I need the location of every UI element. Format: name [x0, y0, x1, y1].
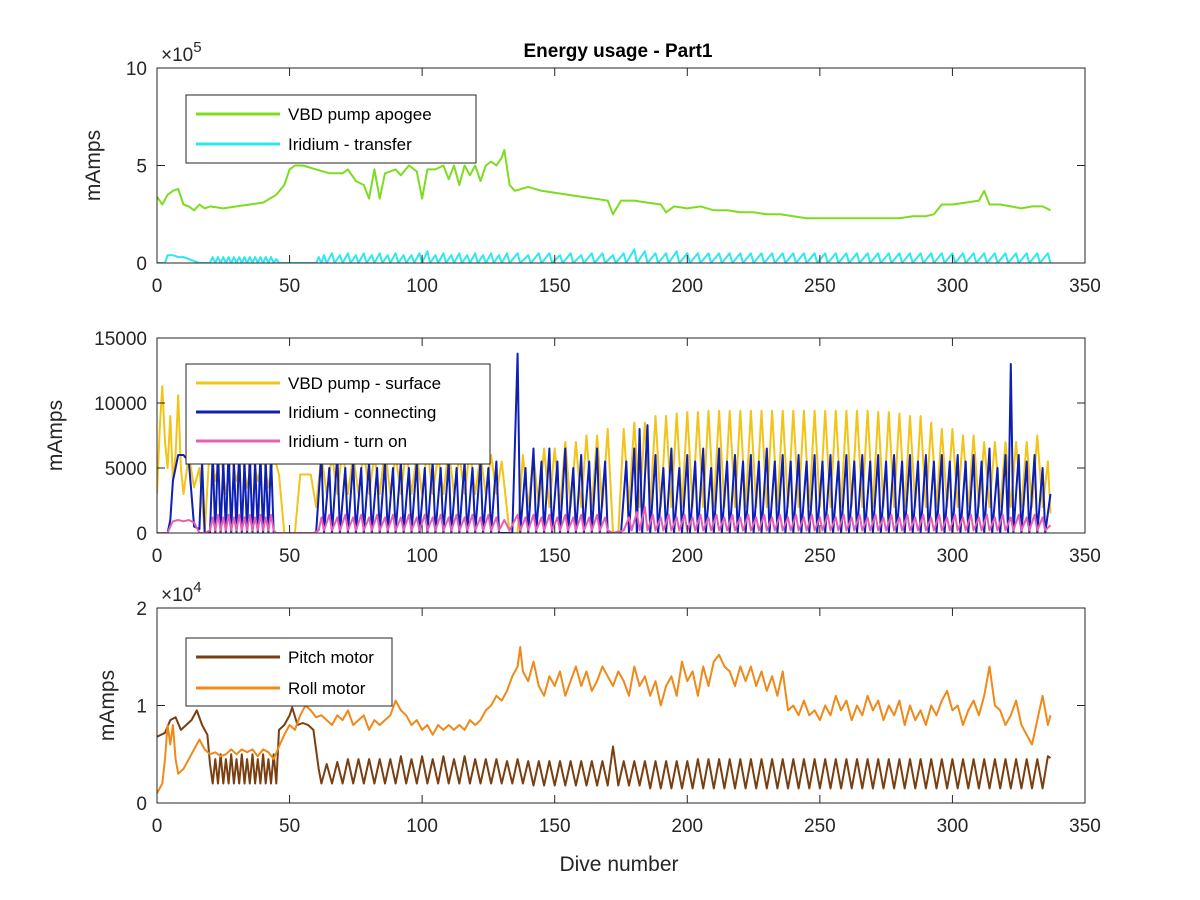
x-tick-label: 50 [279, 546, 300, 567]
x-axis-label: Dive number [559, 853, 678, 876]
series-line-2 [157, 646, 1052, 794]
x-tick-label: 200 [671, 546, 703, 567]
legend-label-2: Roll motor [288, 679, 366, 698]
panel-2: 0 50 100 150 200 250 300 350 0 5000 10000 15000 mAmp… [44, 329, 1101, 567]
axes-box [156, 337, 1086, 534]
x-tick-label: 50 [279, 816, 300, 837]
x-tick-label: 250 [804, 546, 836, 567]
series-line-2 [157, 248, 1052, 263]
legend-label-1: VBD pump apogee [288, 105, 432, 124]
y-tick-label: 0 [136, 794, 147, 815]
legend-box [185, 637, 393, 707]
y-tick-label: 0 [136, 254, 147, 275]
y-exponent-label: ×104 [161, 579, 202, 606]
y-tick-label: 10000 [94, 394, 147, 415]
y-axis-label: mAmps [82, 130, 105, 201]
x-tick-label: 300 [937, 816, 969, 837]
legend-label-2: Iridium - connecting [288, 403, 436, 422]
y-axis-label: mAmps [96, 670, 119, 741]
series-line-1 [157, 706, 1052, 790]
y-tick-label: 1 [136, 697, 147, 718]
x-tick-label: 0 [152, 276, 163, 297]
x-tick-label: 350 [1069, 546, 1101, 567]
x-tick-label: 150 [539, 276, 571, 297]
y-exponent-power: 5 [193, 39, 201, 56]
x-tick-label: 0 [152, 816, 163, 837]
x-tick-label: 300 [937, 276, 969, 297]
legend-label-2: Iridium - transfer [288, 135, 412, 154]
x-tick-label: 250 [804, 816, 836, 837]
legend-label-1: Pitch motor [288, 648, 374, 667]
x-tick-label: 50 [279, 276, 300, 297]
legend: VBD pump - surface Iridium - connecting Ir… [185, 363, 491, 465]
legend-label-1: VBD pump - surface [288, 374, 441, 393]
x-tick-label: 200 [671, 816, 703, 837]
y-tick-label: 5000 [105, 459, 147, 480]
x-tick-label: 150 [539, 546, 571, 567]
series-line-3 [157, 506, 1052, 533]
series-group [157, 148, 1052, 263]
x-tick-label: 0 [152, 546, 163, 567]
series-line-1 [157, 385, 1052, 533]
x-tick-label: 350 [1069, 276, 1101, 297]
y-exponent-power: 4 [193, 579, 201, 596]
x-tick-label: 100 [406, 276, 438, 297]
panel-3: 0 50 100 150 200 250 300 350 0 1 2 ×104 mAmps Dive nu… [96, 579, 1101, 876]
y-exponent-label: ×105 [161, 39, 202, 66]
x-tick-label: 100 [406, 816, 438, 837]
x-tick-label: 300 [937, 546, 969, 567]
series-group [157, 352, 1052, 533]
y-tick-label: 10 [126, 59, 147, 80]
y-exponent-base: ×10 [161, 585, 193, 606]
legend: Pitch motor Roll motor [185, 637, 393, 707]
series-line-1 [157, 148, 1051, 220]
legend: VBD pump apogee Iridium - transfer [185, 94, 477, 164]
x-tick-label: 150 [539, 816, 571, 837]
y-tick-label: 5 [136, 157, 147, 178]
legend-box [185, 94, 477, 164]
y-tick-label: 0 [136, 524, 147, 545]
y-tick-label: 15000 [94, 329, 147, 350]
y-axis-label: mAmps [44, 400, 67, 471]
legend-box [185, 363, 491, 465]
x-tick-label: 200 [671, 276, 703, 297]
figure-title: Energy usage - Part1 [523, 41, 712, 62]
series-group [157, 646, 1052, 794]
y-exponent-base: ×10 [161, 45, 193, 66]
legend-label-3: Iridium - turn on [288, 432, 407, 451]
x-tick-label: 100 [406, 546, 438, 567]
x-tick-label: 250 [804, 276, 836, 297]
x-tick-label: 350 [1069, 816, 1101, 837]
y-tick-label: 2 [136, 599, 147, 620]
